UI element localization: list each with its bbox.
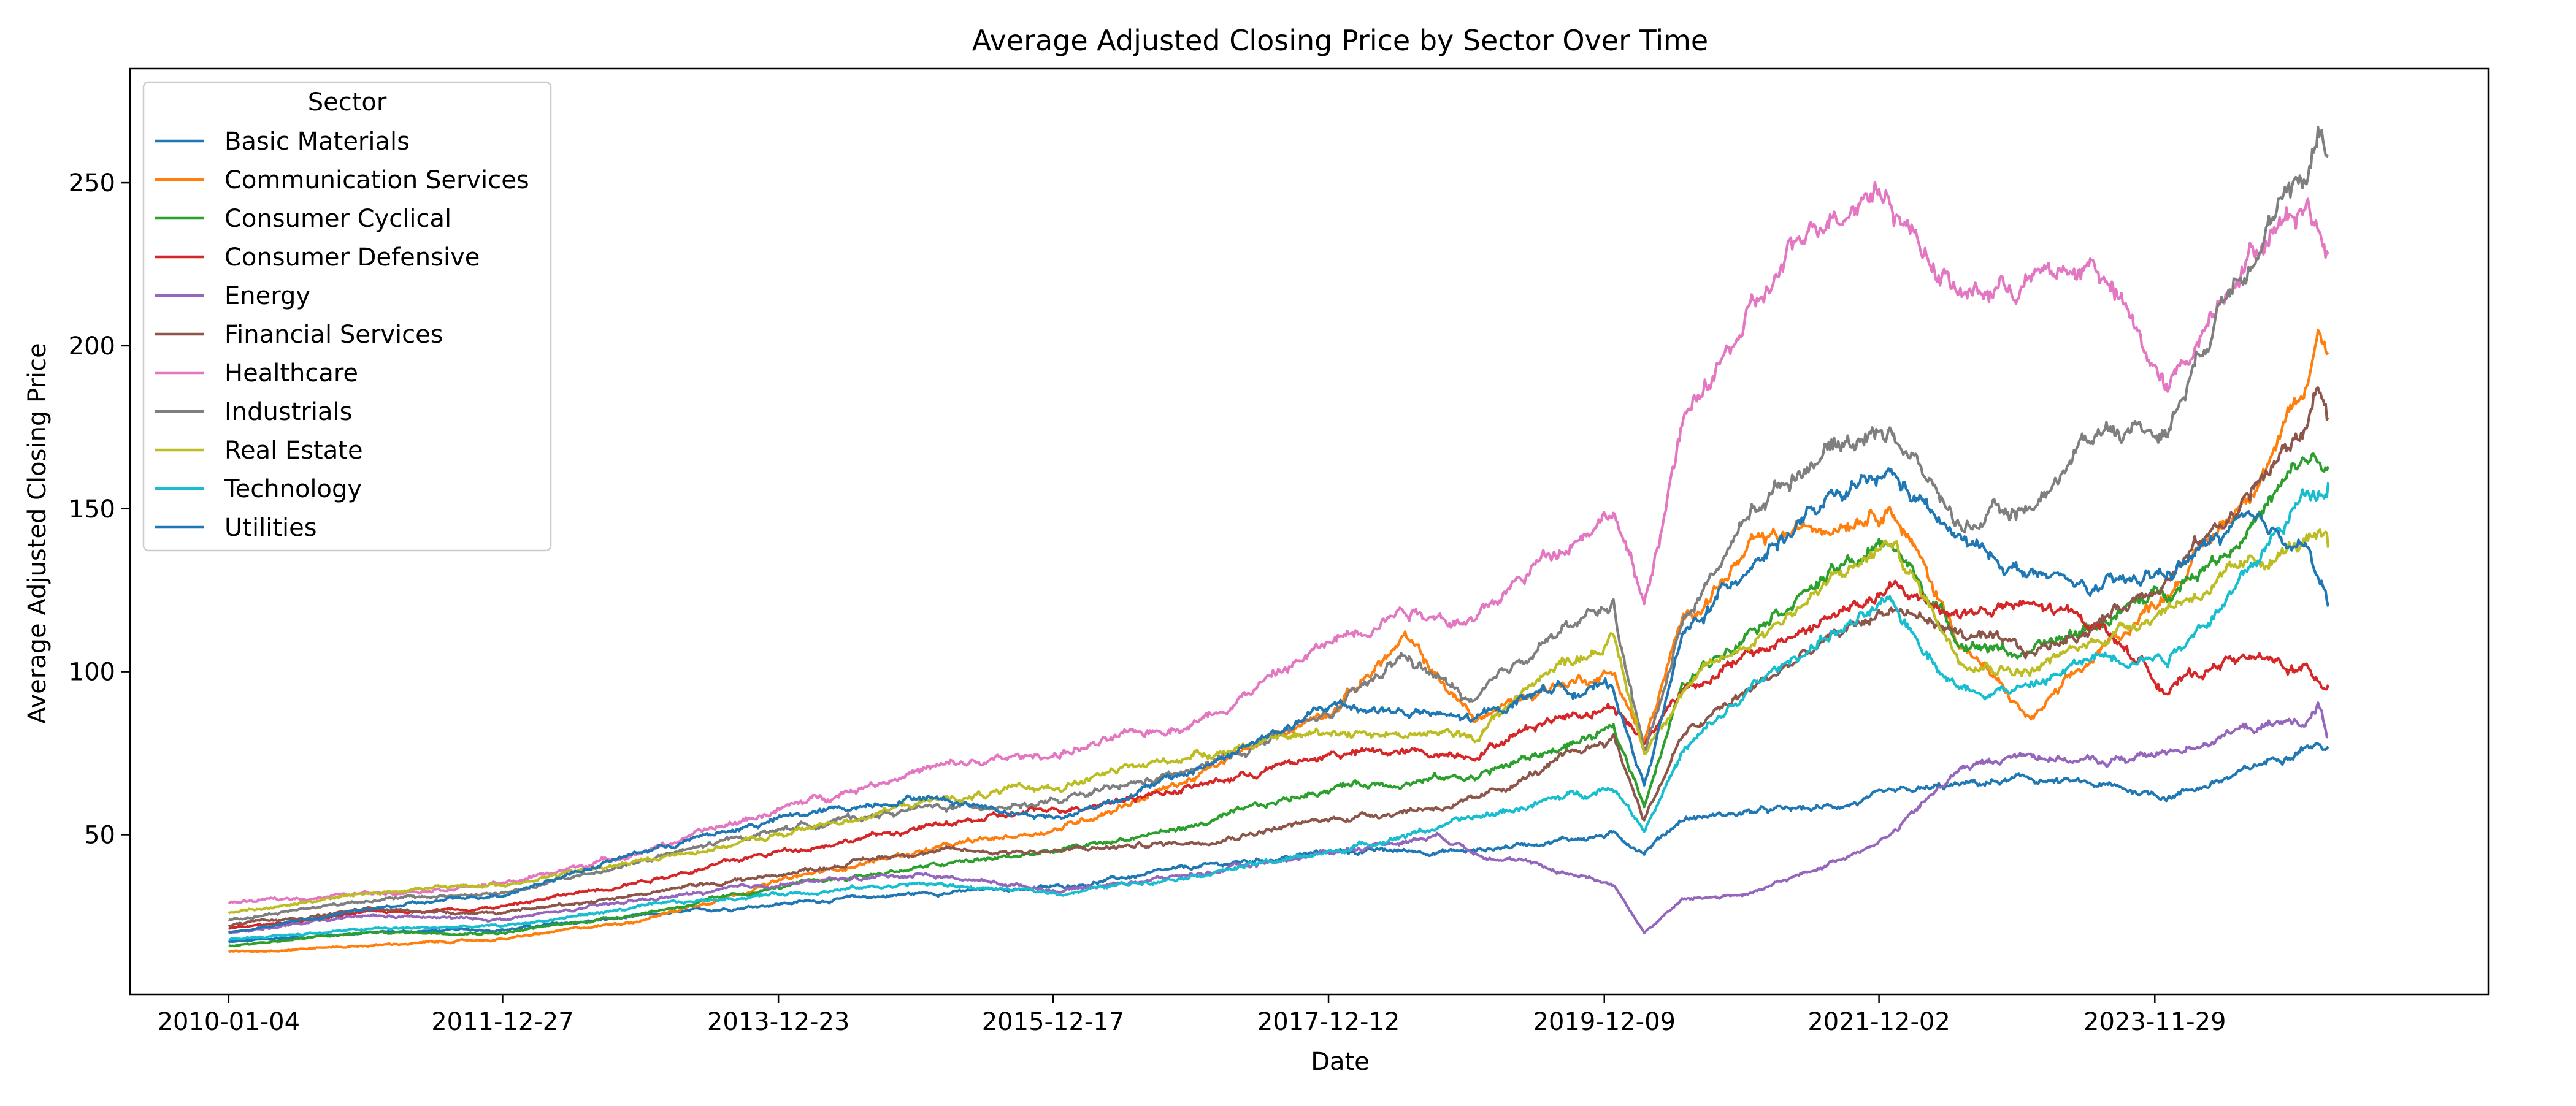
x-tick-label: 2015-12-17	[982, 1008, 1124, 1036]
legend-label-basic-materials: Basic Materials	[224, 128, 410, 156]
legend-title: Sector	[308, 88, 387, 116]
legend-label-industrials: Industrials	[224, 398, 352, 426]
legend-label-communication-services: Communication Services	[224, 166, 529, 194]
y-tick-label: 200	[69, 332, 115, 360]
series-line-utilities	[228, 467, 2330, 934]
x-tick-label: 2013-12-23	[707, 1008, 849, 1036]
y-tick-label: 50	[84, 821, 115, 849]
series-line-healthcare	[228, 181, 2329, 904]
legend-label-healthcare: Healthcare	[224, 359, 358, 387]
legend-label-consumer-defensive: Consumer Defensive	[224, 243, 480, 272]
y-axis-label: Average Adjusted Closing Price	[23, 343, 52, 723]
chart-title: Average Adjusted Closing Price by Sector…	[972, 24, 1708, 57]
plot-lines	[228, 126, 2330, 953]
x-axis-label: Date	[1311, 1048, 1370, 1076]
legend-items: Basic Materials Communication Services Con…	[155, 128, 529, 542]
legend-label-financial-services: Financial Services	[224, 321, 443, 349]
x-tick-label: 2017-12-12	[1257, 1008, 1400, 1036]
x-tick-label: 2021-12-02	[1807, 1008, 1950, 1036]
legend-frame	[142, 81, 552, 552]
legend-label-energy: Energy	[224, 282, 310, 310]
x-tick-label: 2023-11-29	[2083, 1008, 2226, 1036]
legend-label-real-estate: Real Estate	[224, 437, 363, 465]
y-tick-label: 250	[69, 169, 115, 197]
series-line-technology	[228, 482, 2330, 941]
x-tick-label: 2011-12-27	[431, 1008, 573, 1036]
legend-label-utilities: Utilities	[224, 514, 317, 542]
legend-label-consumer-cyclical: Consumer Cyclical	[224, 205, 451, 233]
y-tick-label: 150	[69, 495, 115, 524]
series-line-consumer-cyclical	[228, 452, 2329, 948]
series-line-real-estate	[228, 528, 2330, 915]
x-tick-label: 2019-12-09	[1533, 1008, 1676, 1036]
legend-label-technology: Technology	[224, 475, 362, 503]
series-line-communication-services	[228, 329, 2329, 953]
series-line-financial-services	[228, 386, 2329, 928]
x-tick-label: 2010-01-04	[158, 1008, 300, 1036]
y-tick-label: 100	[69, 658, 115, 687]
legend: Sector Basic Materials Communication Serv…	[142, 81, 552, 552]
series-line-consumer-defensive	[228, 579, 2330, 931]
y-axis-ticks: 50 100 150 200 250	[69, 169, 130, 849]
x-axis-ticks: 2010-01-04 2011-12-27 2013-12-23 2015-12-17…	[158, 994, 2226, 1036]
plot-frame	[129, 67, 2490, 996]
